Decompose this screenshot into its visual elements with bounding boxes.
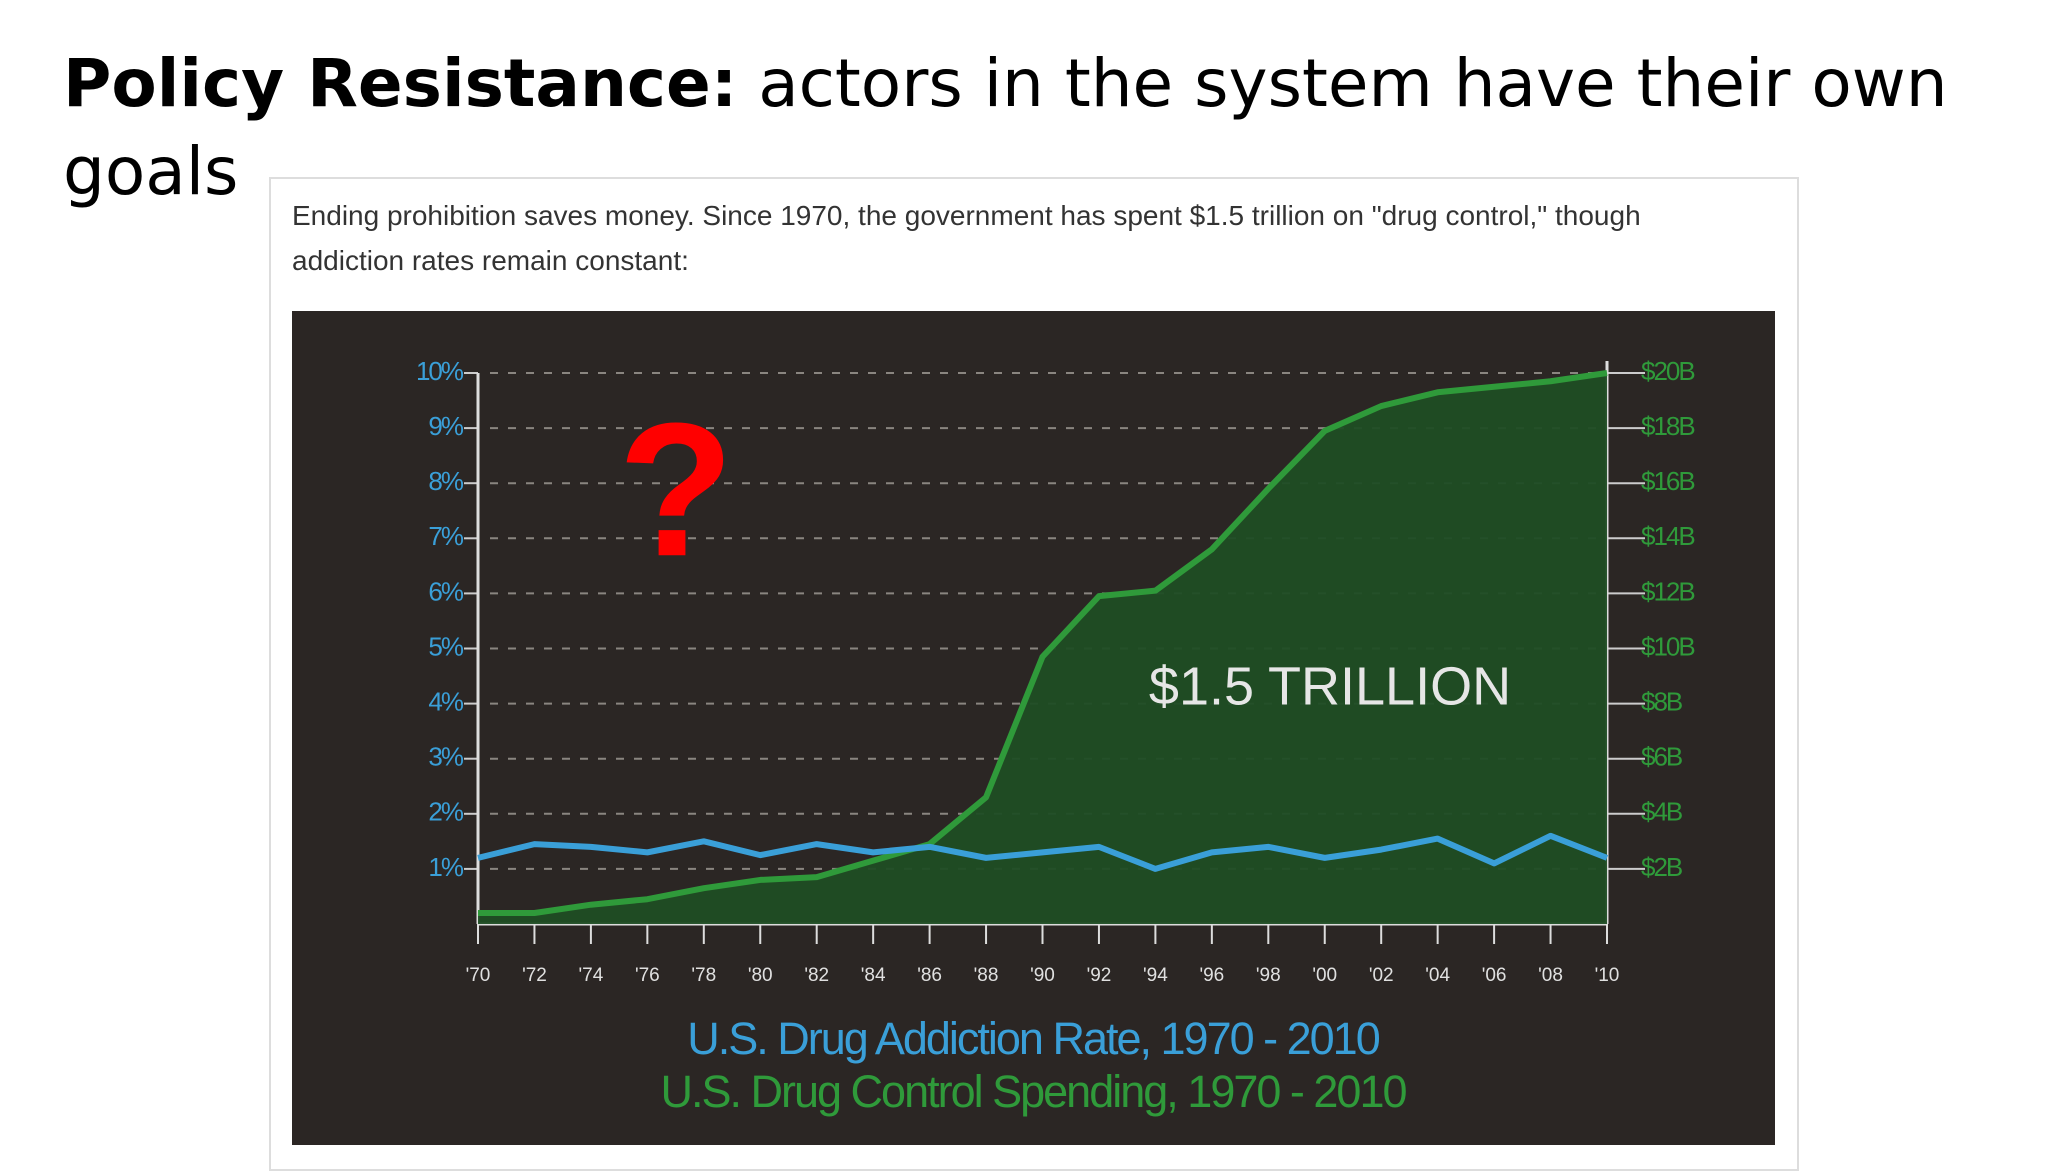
x-tick-label: '06 [1482,965,1507,986]
annotation: $1.5 TRILLION [1149,656,1511,716]
x-tick-label: '78 [691,965,716,986]
line [478,370,1608,916]
x-tick-label: '76 [635,965,660,986]
y2-tick-label: $16B [1641,466,1694,496]
x-tick-label: '02 [1369,965,1394,986]
y-tick-label: 9% [428,411,463,441]
x-tick-label: '98 [1256,965,1281,986]
x-tick-label: '04 [1425,965,1450,986]
y2-tick-label: $2B [1641,852,1682,882]
x-tick-label: '72 [522,965,547,986]
y-tick-label: 8% [428,466,463,496]
legend-entry: U.S. Drug Control Spending, 1970 - 2010 [660,1066,1406,1117]
x-tick-label: '10 [1595,965,1620,986]
x-tick-label: '08 [1538,965,1563,986]
y-tick-label: 6% [428,576,463,606]
x-tick-label: '84 [861,965,886,986]
chart-subtitle: Ending prohibition saves money. Since 19… [292,200,1641,276]
y2-tick-label: $8B [1641,686,1682,716]
legend-entry: U.S. Drug Addiction Rate, 1970 - 2010 [687,1013,1379,1064]
y-tick-label: 4% [428,686,463,716]
title-bold: Policy Resistance: [63,45,738,122]
y-tick-label: 2% [428,797,463,827]
slide-title: Policy Resistance: actors in the system … [63,40,1963,216]
x-tick-label: '96 [1199,965,1224,986]
area [478,373,1607,924]
y2-tick-label: $20B [1641,356,1694,386]
x-tick-label: '94 [1143,965,1168,986]
y-tick-label: 1% [428,852,463,882]
x-tick-label: '80 [748,965,773,986]
y2-tick-label: $10B [1641,631,1694,661]
y2-tick-label: $12B [1641,576,1694,606]
x-tick-label: '70 [466,965,491,986]
x-tick-label: '92 [1087,965,1112,986]
line [477,832,1609,872]
x-tick-label: '86 [917,965,942,986]
y2-tick-label: $4B [1641,797,1682,827]
x-tick-label: '88 [974,965,999,986]
x-tick-label: '74 [579,965,604,986]
x-tick-label: '82 [804,965,829,986]
title-rest: actors in the system have their own goal… [63,45,1948,210]
y-tick-label: 7% [428,521,463,551]
y-tick-label: 5% [428,631,463,661]
x-tick-label: '00 [1312,965,1337,986]
annotation: ? [618,384,734,596]
y2-tick-label: $18B [1641,411,1694,441]
x-tick-label: '90 [1030,965,1055,986]
y2-tick-label: $6B [1641,742,1682,772]
y-tick-label: 3% [428,742,463,772]
y2-tick-label: $14B [1641,521,1694,551]
y-tick-label: 10% [416,356,464,386]
